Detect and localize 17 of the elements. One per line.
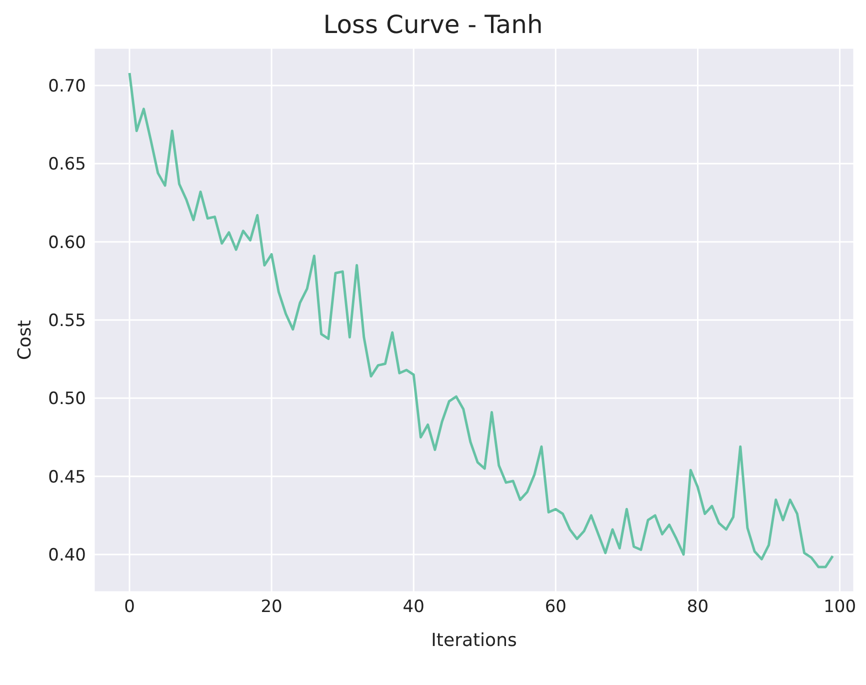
chart-title: Loss Curve - Tanh	[322, 9, 544, 41]
x-axis-title: Iterations	[431, 630, 517, 651]
x-tick-label: 60	[544, 597, 567, 618]
x-tick-label: 20	[260, 597, 282, 618]
y-axis-title: Cost	[14, 320, 36, 360]
y-tick-label: 0.55	[48, 311, 86, 332]
x-tick-label: 40	[402, 597, 424, 618]
y-tick-label: 0.65	[48, 154, 86, 175]
y-tick-label: 0.45	[48, 467, 86, 488]
y-tick-label: 0.70	[48, 76, 86, 97]
x-tick-label: 0	[124, 597, 135, 618]
line-series	[128, 72, 834, 568]
y-tick-label: 0.40	[48, 546, 86, 566]
y-tick-label: 0.50	[48, 389, 86, 410]
x-tick-label: 80	[686, 597, 709, 618]
x-tick-label: 100	[824, 597, 856, 618]
y-tick-label: 0.60	[48, 232, 86, 253]
